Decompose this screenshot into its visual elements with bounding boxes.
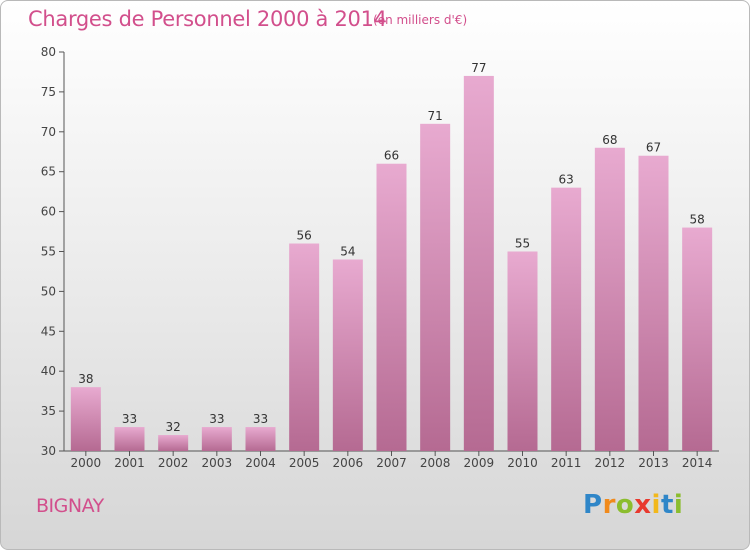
bar [201,427,232,451]
x-tick-label: 2005 [289,456,320,470]
bar-value-label: 63 [559,173,574,187]
bar [551,187,582,451]
bar [332,259,363,451]
logo-letter: i [651,490,661,520]
bar-value-label: 32 [166,420,181,434]
bar-value-label: 67 [646,141,661,155]
bar-value-label: 66 [384,149,399,163]
bar [507,251,538,451]
y-tick-label: 30 [41,444,56,458]
bar [158,435,189,451]
bar-value-label: 33 [253,412,268,426]
bar [463,75,494,451]
y-tick-label: 80 [41,45,56,59]
logo-letter: o [615,490,635,520]
x-tick-label: 2007 [376,456,407,470]
chart-title: Charges de Personnel 2000 à 2014 [28,7,387,31]
bar [638,155,669,452]
x-tick-label: 2003 [202,456,233,470]
logo-letter: x [634,490,652,520]
bar [70,387,101,451]
x-tick-label: 2014 [682,456,713,470]
bar [682,227,713,451]
y-tick-label: 45 [41,324,56,338]
bar [114,427,145,451]
x-tick-label: 2011 [551,456,582,470]
x-tick-label: 2000 [71,456,102,470]
chart-subtitle: (en milliers d'€) [373,13,468,27]
bar-value-label: 38 [78,372,93,386]
y-tick-label: 55 [41,245,56,259]
bar [289,243,320,451]
bar [420,123,451,451]
x-tick-label: 2001 [114,456,145,470]
x-tick-label: 2006 [333,456,364,470]
x-tick-label: 2009 [464,456,495,470]
y-tick-label: 75 [41,85,56,99]
bar-value-label: 68 [602,133,617,147]
bar-value-label: 56 [297,229,312,243]
bar-value-label: 33 [209,412,224,426]
x-tick-label: 2012 [595,456,626,470]
logo-letter: r [602,490,616,520]
logo-letter: P [583,490,603,520]
bar [245,427,276,451]
y-tick-label: 60 [41,205,56,219]
bar-value-label: 55 [515,237,530,251]
y-tick-label: 35 [41,404,56,418]
proxiti-logo: Proxiti [583,490,683,520]
bar-value-label: 33 [122,412,137,426]
logo-letter: t [660,490,674,520]
x-tick-label: 2008 [420,456,451,470]
x-tick-label: 2010 [507,456,538,470]
bar-value-label: 77 [471,61,486,75]
x-tick-label: 2013 [638,456,669,470]
bar [594,147,625,451]
x-tick-label: 2002 [158,456,189,470]
y-tick-label: 50 [41,284,56,298]
commune-name: BIGNAY [36,495,104,517]
x-tick-label: 2004 [245,456,276,470]
y-tick-label: 40 [41,364,56,378]
bar [376,163,407,451]
bar-value-label: 58 [690,213,705,227]
logo-letter: i [673,490,684,520]
bar-value-label: 71 [428,109,443,123]
bar-value-label: 54 [340,244,355,258]
y-tick-label: 70 [41,125,56,139]
y-tick-label: 65 [41,165,56,179]
